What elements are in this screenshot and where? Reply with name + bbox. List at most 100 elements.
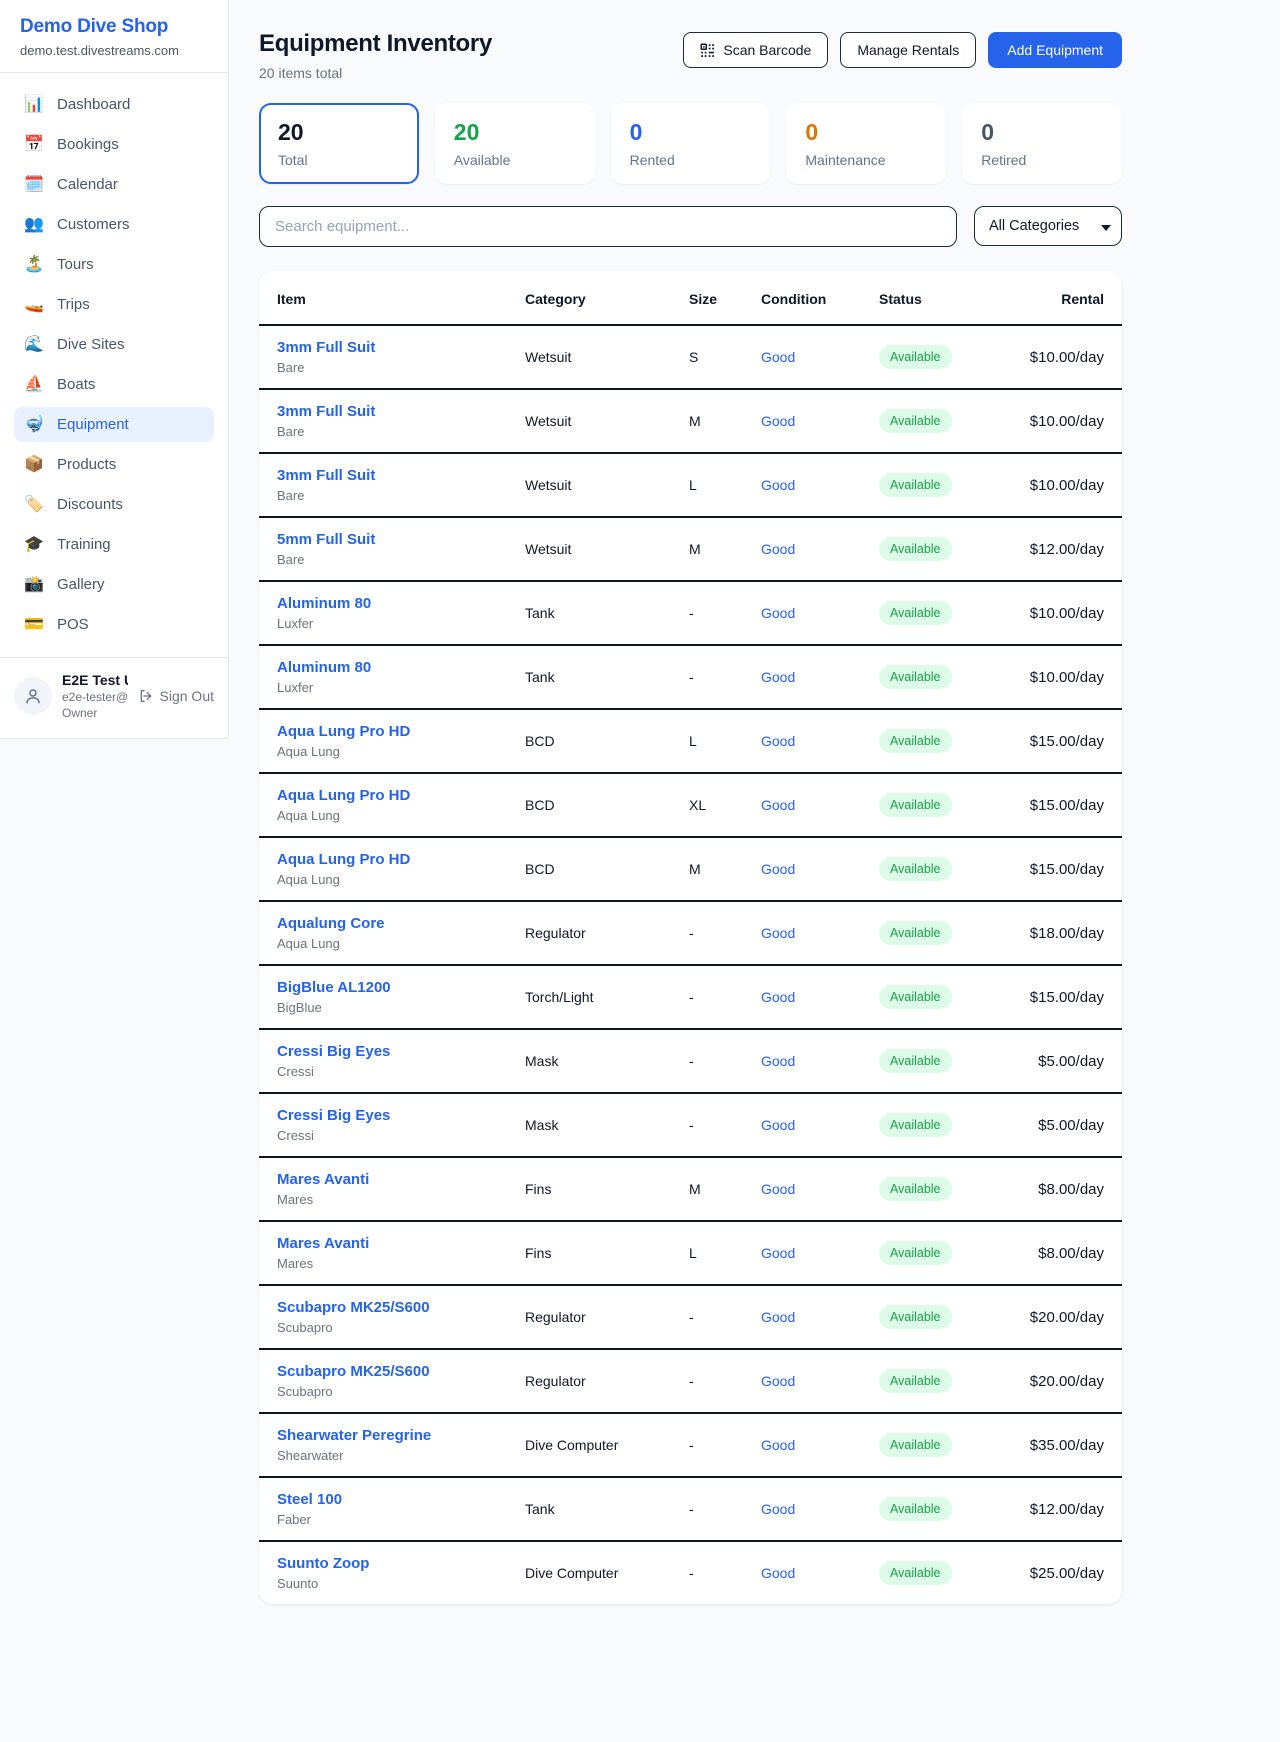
- rental-cell: $10.00/day: [1019, 645, 1122, 710]
- sidebar-item-trips[interactable]: 🚤 Trips: [14, 287, 214, 322]
- item-brand: Bare: [277, 488, 305, 503]
- item-name-link[interactable]: Suunto Zoop: [277, 1555, 370, 1572]
- item-name-link[interactable]: Aqua Lung Pro HD: [277, 787, 411, 804]
- stat-card-total[interactable]: 20 Total: [259, 103, 419, 184]
- condition-link[interactable]: Good: [761, 349, 796, 365]
- condition-link[interactable]: Good: [761, 605, 796, 621]
- manage-rentals-button[interactable]: Manage Rentals: [840, 32, 977, 68]
- condition-link[interactable]: Good: [761, 541, 796, 557]
- status-badge: Available: [879, 537, 952, 561]
- page-header: Equipment Inventory 20 items total Scan …: [259, 30, 1122, 81]
- scan-barcode-button[interactable]: Scan Barcode: [683, 32, 829, 68]
- equipment-icon: 🤿: [24, 415, 44, 433]
- item-name-link[interactable]: 5mm Full Suit: [277, 531, 376, 548]
- status-cell: Available: [879, 1029, 1019, 1094]
- status-cell: Available: [879, 1157, 1019, 1222]
- item-name-link[interactable]: Scubapro MK25/S600: [277, 1299, 430, 1316]
- table-row: Aluminum 80 Luxfer Tank - Good Available…: [259, 581, 1122, 646]
- condition-link[interactable]: Good: [761, 1245, 796, 1261]
- item-name-link[interactable]: Aluminum 80: [277, 659, 372, 676]
- item-name-link[interactable]: 3mm Full Suit: [277, 339, 376, 356]
- sidebar-item-equipment[interactable]: 🤿 Equipment: [14, 407, 214, 442]
- condition-link[interactable]: Good: [761, 989, 796, 1005]
- condition-cell: Good: [761, 1413, 879, 1478]
- item-name-link[interactable]: Scubapro MK25/S600: [277, 1363, 430, 1380]
- table-row: Shearwater Peregrine Shearwater Dive Com…: [259, 1413, 1122, 1478]
- item-name-link[interactable]: Cressi Big Eyes: [277, 1043, 391, 1060]
- sidebar-item-dive-sites[interactable]: 🌊 Dive Sites: [14, 327, 214, 362]
- condition-link[interactable]: Good: [761, 1501, 796, 1517]
- item-name-link[interactable]: 3mm Full Suit: [277, 467, 376, 484]
- item-cell: 3mm Full Suit Bare: [259, 325, 525, 390]
- stat-card-rented[interactable]: 0 Rented: [610, 103, 771, 184]
- add-equipment-button[interactable]: Add Equipment: [988, 32, 1122, 68]
- item-brand: Luxfer: [277, 680, 314, 695]
- category-select-wrap: All Categories: [974, 206, 1122, 247]
- condition-link[interactable]: Good: [761, 669, 796, 685]
- sidebar-item-calendar[interactable]: 🗓️ Calendar: [14, 167, 214, 202]
- stat-label: Total: [278, 152, 308, 168]
- size-cell: S: [689, 325, 761, 390]
- condition-cell: Good: [761, 1221, 879, 1286]
- sidebar-item-pos[interactable]: 💳 POS: [14, 607, 214, 642]
- item-cell: Aluminum 80 Luxfer: [259, 645, 525, 710]
- stats-row: 20 Total 20 Available 0 Rented 0 Mainten…: [259, 103, 1122, 184]
- condition-link[interactable]: Good: [761, 733, 796, 749]
- item-name-link[interactable]: Mares Avanti: [277, 1171, 370, 1188]
- sidebar-item-tours[interactable]: 🏝️ Tours: [14, 247, 214, 282]
- table-row: 3mm Full Suit Bare Wetsuit M Good Availa…: [259, 389, 1122, 454]
- item-name-link[interactable]: Mares Avanti: [277, 1235, 370, 1252]
- sidebar-item-discounts[interactable]: 🏷️ Discounts: [14, 487, 214, 522]
- rental-cell: $8.00/day: [1019, 1221, 1122, 1286]
- size-cell: -: [689, 645, 761, 710]
- condition-link[interactable]: Good: [761, 1309, 796, 1325]
- item-name-link[interactable]: Aqualung Core: [277, 915, 385, 932]
- condition-link[interactable]: Good: [761, 1053, 796, 1069]
- dive-sites-icon: 🌊: [24, 335, 44, 353]
- condition-link[interactable]: Good: [761, 861, 796, 877]
- stat-card-available[interactable]: 20 Available: [434, 103, 595, 184]
- item-name-link[interactable]: BigBlue AL1200: [277, 979, 391, 996]
- size-cell: M: [689, 1157, 761, 1222]
- condition-link[interactable]: Good: [761, 1373, 796, 1389]
- condition-link[interactable]: Good: [761, 1565, 796, 1581]
- sidebar-item-dashboard[interactable]: 📊 Dashboard: [14, 87, 214, 122]
- sidebar-item-training[interactable]: 🎓 Training: [14, 527, 214, 562]
- item-name-link[interactable]: Steel 100: [277, 1491, 343, 1508]
- rental-cell: $15.00/day: [1019, 965, 1122, 1030]
- stat-card-retired[interactable]: 0 Retired: [962, 103, 1122, 184]
- item-brand: Aqua Lung: [277, 872, 340, 887]
- table-row: Mares Avanti Mares Fins M Good Available…: [259, 1157, 1122, 1222]
- sidebar-item-label: Discounts: [57, 496, 123, 513]
- sidebar-item-customers[interactable]: 👥 Customers: [14, 207, 214, 242]
- item-name-link[interactable]: Shearwater Peregrine: [277, 1427, 432, 1444]
- filters-bar: All Categories: [259, 206, 1122, 247]
- condition-link[interactable]: Good: [761, 1181, 796, 1197]
- sidebar-item-products[interactable]: 📦 Products: [14, 447, 214, 482]
- condition-link[interactable]: Good: [761, 1437, 796, 1453]
- condition-link[interactable]: Good: [761, 1117, 796, 1133]
- sidebar-item-bookings[interactable]: 📅 Bookings: [14, 127, 214, 162]
- condition-link[interactable]: Good: [761, 477, 796, 493]
- size-cell: L: [689, 1221, 761, 1286]
- category-select[interactable]: All Categories: [974, 206, 1122, 246]
- size-cell: -: [689, 1285, 761, 1350]
- condition-link[interactable]: Good: [761, 797, 796, 813]
- status-cell: Available: [879, 389, 1019, 454]
- item-name-link[interactable]: 3mm Full Suit: [277, 403, 376, 420]
- item-brand: Mares: [277, 1256, 314, 1271]
- sidebar-item-boats[interactable]: ⛵ Boats: [14, 367, 214, 402]
- item-cell: Mares Avanti Mares: [259, 1157, 525, 1222]
- item-name-link[interactable]: Aqua Lung Pro HD: [277, 851, 411, 868]
- item-name-link[interactable]: Aluminum 80: [277, 595, 372, 612]
- sign-out-button[interactable]: Sign Out: [138, 688, 214, 704]
- status-badge: Available: [879, 409, 952, 433]
- item-name-link[interactable]: Aqua Lung Pro HD: [277, 723, 411, 740]
- condition-link[interactable]: Good: [761, 413, 796, 429]
- stat-card-maintenance[interactable]: 0 Maintenance: [786, 103, 947, 184]
- item-name-link[interactable]: Cressi Big Eyes: [277, 1107, 391, 1124]
- status-badge: Available: [879, 665, 952, 689]
- condition-link[interactable]: Good: [761, 925, 796, 941]
- sidebar-item-gallery[interactable]: 📸 Gallery: [14, 567, 214, 602]
- search-input[interactable]: [259, 206, 957, 247]
